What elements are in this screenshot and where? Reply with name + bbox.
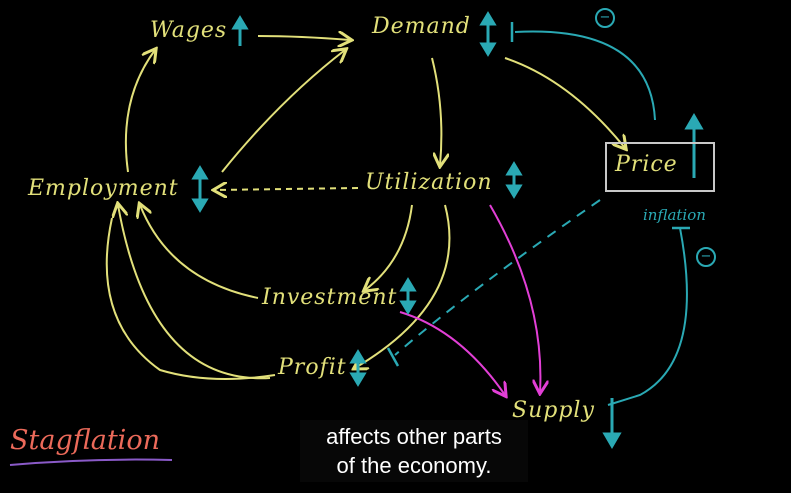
arrow-employment-profit-wide	[105, 217, 276, 380]
arrow-employment-demand	[221, 50, 345, 173]
arrow-investment-employment	[140, 205, 259, 299]
employment-updown-arrow	[191, 165, 209, 213]
caption-line-2: of the economy.	[336, 453, 492, 478]
demand-updown-arrow	[479, 11, 497, 57]
arrow-investment-supply	[399, 311, 505, 395]
arrow-utilization-supply	[489, 204, 540, 392]
node-supply: Supply	[512, 398, 595, 423]
caption-line-1: affects other parts	[326, 424, 502, 449]
minus-sign-supply: −	[696, 247, 716, 267]
title-underline	[9, 458, 173, 466]
arrow-utilization-profit	[355, 204, 451, 368]
arrow-employment-wages	[124, 50, 155, 173]
arrow-utilization-employment	[215, 188, 359, 190]
arrow-price-profit-inhibit	[394, 199, 601, 356]
node-investment: Investment	[262, 285, 398, 310]
node-demand: Demand	[372, 14, 471, 39]
video-caption: affects other parts of the economy.	[300, 420, 528, 482]
inflation-label: inflation	[643, 206, 706, 224]
node-employment: Employment	[28, 176, 179, 201]
arrow-utilization-investment	[365, 204, 413, 290]
arrow-price-demand-inhibit	[514, 30, 656, 121]
utilization-updown-arrow	[505, 161, 523, 199]
node-wages: Wages	[150, 18, 228, 43]
diagram-title: Stagflation	[10, 425, 160, 456]
price-up-arrow	[684, 113, 704, 178]
arrow-demand-utilization	[431, 57, 441, 165]
arrow-profit-employment	[118, 205, 271, 380]
supply-down-arrow	[602, 398, 622, 449]
node-profit: Profit	[278, 355, 347, 380]
price-box	[605, 142, 715, 192]
arrow-wages-demand	[257, 36, 350, 40]
inhibit-bar-profit	[386, 347, 400, 367]
node-price: Price	[615, 152, 678, 177]
node-utilization: Utilization	[365, 170, 493, 195]
investment-updown-arrow	[399, 277, 417, 315]
minus-sign-demand: −	[595, 8, 615, 28]
arrow-demand-price	[504, 57, 625, 148]
profit-updown-arrow	[349, 349, 367, 387]
wages-up-arrow	[231, 15, 249, 46]
arrow-inflation-supply-inhibit	[607, 227, 688, 406]
